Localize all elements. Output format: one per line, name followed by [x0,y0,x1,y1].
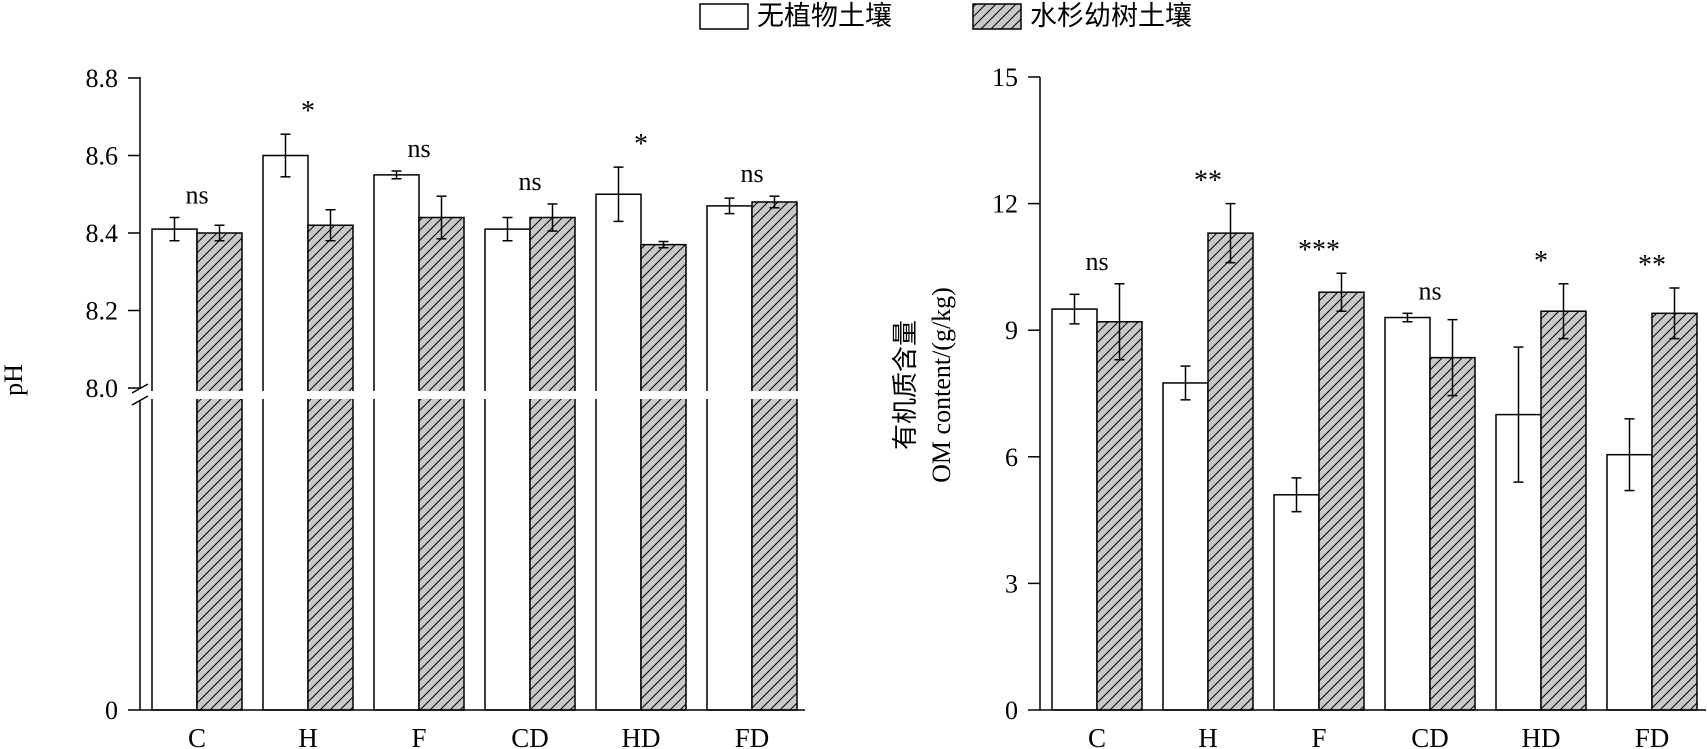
ph-bar-fd-no-plant [706,205,753,711]
om-bar-cd-metasequoia [1429,356,1476,711]
legend-swatch-metasequoia [972,3,1022,30]
ph-x-tick-label: CD [511,723,549,749]
ph-significance-labels: ns * ns ns * ns [185,96,763,209]
ph-bar-hd-no-plant [595,193,642,711]
om-bar-f-no-plant [1273,494,1320,711]
om-significance: * [1534,246,1548,277]
ph-bar-h-metasequoia [307,224,354,711]
ph-bar-c-metasequoia [196,232,243,711]
ph-bar-cd-no-plant [484,228,531,711]
om-x-tick-label: H [1198,723,1218,749]
om-significance: ns [1085,247,1108,276]
om-ticks: 0 3 6 9 12 15 [992,63,1040,725]
ph-significance: ns [185,181,208,210]
ph-break-mark-bottom [131,395,149,406]
ph-bar-f-no-plant [373,174,420,711]
om-y-tick-label: 12 [992,190,1018,219]
om-bar-h-metasequoia [1207,232,1254,711]
legend: 无植物土壤 水杉幼树土壤 [699,1,1192,31]
ph-bar-fd-metasequoia [751,201,798,711]
ph-bars [151,133,798,711]
om-significance: ** [1194,166,1222,197]
om-axes [1039,77,1706,711]
om-bar-c-no-plant [1051,308,1098,711]
ph-bar-hd-metasequoia [640,243,687,711]
ph-axis-break-gap [128,391,808,399]
om-significance: *** [1298,235,1340,266]
ph-bar-c-no-plant [151,228,198,711]
ph-bar-cd-metasequoia [529,216,576,711]
om-y-axis-title-en: OM content/(g/kg) [927,287,956,483]
om-y-tick-label: 3 [1005,569,1018,598]
ph-y-tick-label: 8.6 [86,142,119,171]
om-x-tick-label: C [1088,723,1106,749]
ph-y-tick-label: 8.0 [86,374,119,403]
ph-significance: ns [518,167,541,196]
om-y-tick-label: 9 [1005,316,1018,345]
ph-y-tick-label: 8.4 [86,219,119,248]
om-bars [1051,202,1698,711]
om-bar-fd-metasequoia [1651,312,1698,711]
ph-ticks: 0 8.0 8.2 8.4 8.6 8.8 [86,64,140,725]
ph-significance: * [301,96,315,127]
ph-x-tick-labels: C H F CD HD FD [188,723,769,749]
ph-x-tick-label: FD [735,723,770,749]
ph-x-tick-label: C [188,723,206,749]
om-bar-h-no-plant [1162,382,1209,711]
legend-label-no-plant: 无植物土壤 [757,1,892,31]
om-x-tick-label: HD [1522,723,1561,749]
om-y-tick-label: 15 [992,63,1018,92]
om-significance-labels: ns*****ns* ** [1085,166,1666,306]
ph-x-tick-label: HD [622,723,661,749]
ph-x-tick-label: H [298,723,318,749]
ph-y-axis-title: pH [0,364,28,396]
om-x-tick-label: FD [1635,723,1670,749]
om-bar-f-metasequoia [1318,291,1365,711]
om-significance: ** [1638,250,1666,281]
ph-y-tick-label: 8.2 [86,297,119,326]
om-bar-cd-no-plant [1384,316,1431,711]
ph-significance: ns [407,134,430,163]
om-bar-fd-no-plant [1606,453,1653,711]
om-bar-c-metasequoia [1096,321,1143,711]
om-x-tick-label: F [1311,723,1326,749]
ph-x-tick-label: F [411,723,426,749]
ph-significance: ns [740,159,763,188]
ph-chart: 0 8.0 8.2 8.4 8.6 8.8 C H F CD HD FD ns * ns ns * ns pH [0,64,808,749]
ph-y-tick-label: 8.8 [86,64,119,93]
ph-y-tick-label: 0 [105,696,118,725]
om-x-tick-label: CD [1411,723,1449,749]
legend-label-metasequoia: 水杉幼树土壤 [1030,1,1192,31]
ph-bar-h-no-plant [262,154,309,711]
om-x-tick-labels: C H F CD HD FD [1088,723,1669,749]
ph-bar-f-metasequoia [418,216,465,711]
legend-swatch-no-plant [699,3,749,30]
om-y-axis-title-cn: 有机质含量 [891,320,920,450]
ph-significance: * [634,129,648,160]
om-y-tick-label: 6 [1005,443,1018,472]
om-y-tick-label: 0 [1005,696,1018,725]
om-significance: ns [1418,276,1441,305]
om-bar-hd-metasequoia [1540,310,1587,711]
